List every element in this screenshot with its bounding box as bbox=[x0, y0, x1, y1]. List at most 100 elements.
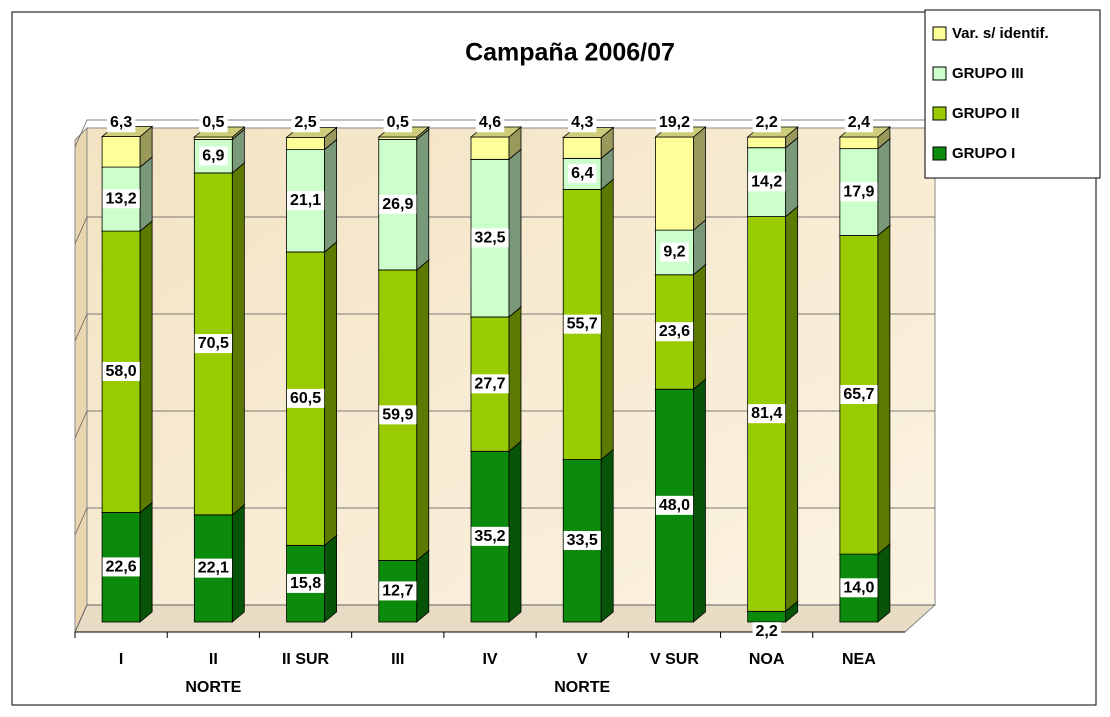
value-label-box bbox=[102, 361, 140, 381]
value-label: 65,7 bbox=[843, 386, 874, 403]
legend-label: Var. s/ identif. bbox=[952, 25, 1049, 42]
grid-line bbox=[74, 313, 935, 342]
value-label: 2,4 bbox=[848, 114, 870, 131]
value-label-box bbox=[471, 374, 509, 394]
legend-swatch bbox=[932, 106, 947, 121]
value-label-box bbox=[844, 113, 874, 133]
value-label: 6,3 bbox=[110, 114, 132, 131]
value-label-box bbox=[655, 322, 694, 342]
bar-front bbox=[101, 136, 141, 168]
value-label-box bbox=[748, 404, 786, 424]
value-label-box bbox=[199, 146, 228, 166]
value-label: 14,0 bbox=[843, 579, 874, 596]
grid-line bbox=[74, 507, 935, 536]
value-label-box bbox=[379, 405, 417, 425]
bar-side bbox=[600, 448, 614, 623]
x-tick-label: II SUR bbox=[282, 651, 330, 668]
value-label: 6,4 bbox=[571, 165, 593, 182]
value-label: 21,1 bbox=[290, 192, 321, 209]
value-label: 35,2 bbox=[474, 528, 505, 545]
bar-segment bbox=[469, 126, 523, 161]
legend-box bbox=[924, 9, 1101, 179]
value-label: 27,7 bbox=[474, 375, 505, 392]
value-label: 2,5 bbox=[294, 114, 316, 131]
value-label-box bbox=[563, 530, 601, 550]
value-label: 19,2 bbox=[659, 114, 690, 131]
legend-swatch bbox=[932, 66, 947, 81]
value-label: 70,5 bbox=[198, 335, 229, 352]
value-label: 22,1 bbox=[198, 560, 229, 577]
grid-line bbox=[74, 410, 935, 439]
bar-front bbox=[839, 136, 879, 150]
bar-side bbox=[508, 306, 522, 453]
value-label: 59,9 bbox=[382, 406, 413, 423]
value-label: 2,2 bbox=[756, 623, 778, 640]
bar-segment bbox=[654, 126, 707, 231]
value-label: 26,9 bbox=[382, 196, 413, 213]
value-label-box bbox=[752, 622, 781, 642]
bar-side bbox=[139, 156, 153, 232]
value-label: 4,6 bbox=[479, 114, 501, 131]
value-label-box bbox=[106, 113, 136, 133]
grid-line bbox=[74, 604, 935, 633]
value-label-box bbox=[568, 113, 597, 133]
value-label: 15,8 bbox=[290, 575, 321, 592]
bar-segment bbox=[101, 125, 154, 168]
value-label: 0,5 bbox=[202, 114, 224, 131]
bar-side bbox=[693, 126, 706, 231]
legend-swatch bbox=[932, 26, 947, 41]
grid-line bbox=[74, 119, 935, 148]
value-label-box bbox=[655, 495, 694, 515]
bar-side bbox=[693, 378, 706, 623]
value-label: 2,2 bbox=[756, 114, 778, 131]
value-label: 12,7 bbox=[382, 582, 413, 599]
bar-side bbox=[785, 205, 799, 613]
value-label-box bbox=[563, 314, 601, 334]
bar-side bbox=[693, 263, 706, 391]
x-tick-label: III bbox=[391, 651, 404, 668]
bar-side bbox=[324, 138, 337, 253]
bar-side bbox=[324, 534, 337, 623]
x-tick-label: V SUR bbox=[650, 651, 699, 668]
bar-front bbox=[562, 137, 602, 159]
bar-front bbox=[747, 136, 787, 149]
value-label-box bbox=[471, 526, 509, 546]
bar-side bbox=[508, 148, 522, 318]
value-label-box bbox=[752, 113, 781, 133]
grid bbox=[74, 119, 935, 633]
value-label: 17,9 bbox=[843, 183, 874, 200]
value-label-box bbox=[840, 182, 878, 202]
bar-side bbox=[600, 178, 614, 461]
bar-front bbox=[286, 137, 325, 151]
value-label: 23,6 bbox=[659, 323, 690, 340]
value-label-box bbox=[568, 164, 597, 184]
value-label: 48,0 bbox=[659, 497, 690, 514]
value-label: 58,0 bbox=[106, 363, 137, 380]
bar-side bbox=[416, 549, 430, 623]
bar-side bbox=[139, 220, 153, 514]
legend-label: GRUPO III bbox=[952, 65, 1024, 82]
value-label-box bbox=[655, 113, 694, 133]
bars bbox=[101, 125, 891, 623]
value-label-box bbox=[286, 190, 325, 211]
bar-side bbox=[508, 440, 522, 623]
bar-front bbox=[655, 136, 694, 231]
x-tick-label: NOA bbox=[749, 651, 785, 668]
x-tick-label: II NORTE bbox=[185, 651, 241, 696]
value-label-box bbox=[194, 558, 233, 578]
value-label: 0,5 bbox=[387, 114, 409, 131]
bar-side bbox=[877, 543, 891, 623]
value-label-box bbox=[383, 113, 412, 133]
bar-side bbox=[877, 137, 891, 237]
value-label: 9,2 bbox=[663, 244, 685, 261]
side-wall bbox=[74, 126, 88, 633]
grid-line bbox=[74, 216, 935, 245]
value-label: 81,4 bbox=[751, 405, 782, 422]
value-label: 32,5 bbox=[474, 229, 505, 246]
bar-side bbox=[231, 162, 245, 516]
bar-side bbox=[877, 224, 891, 555]
x-tick-label: IV bbox=[482, 651, 497, 668]
value-label-box bbox=[194, 334, 233, 354]
value-label: 60,5 bbox=[290, 390, 321, 407]
